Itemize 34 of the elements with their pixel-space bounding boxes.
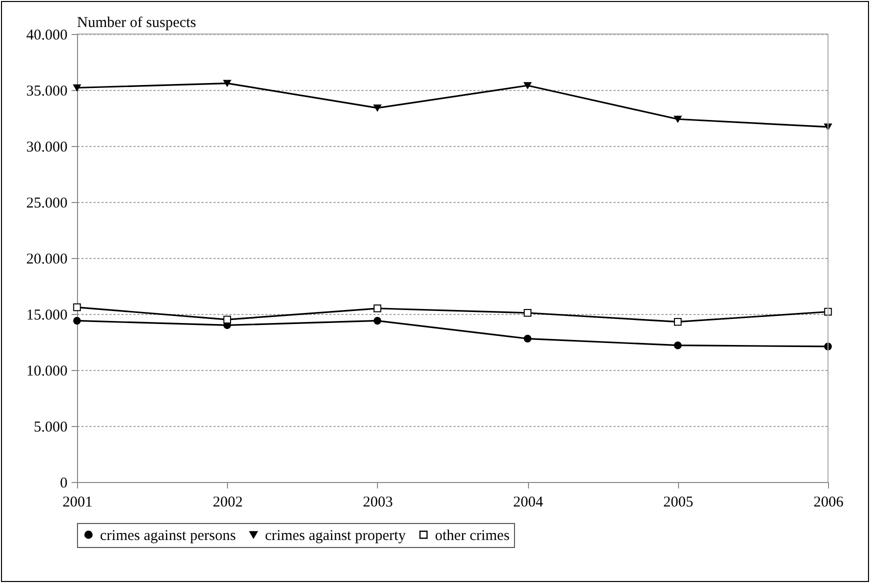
point <box>223 80 232 87</box>
point <box>73 316 81 325</box>
y-tick-label: 40.000 <box>26 28 68 44</box>
point <box>824 308 832 316</box>
point <box>374 104 382 112</box>
y-tick-label: 15.000 <box>26 308 68 324</box>
y-axis-title: Number of suspects <box>77 15 196 31</box>
y-tick-label: 0 <box>60 476 68 492</box>
x-tick-label: 2003 <box>362 494 393 510</box>
point <box>674 342 682 350</box>
point <box>674 116 682 123</box>
point <box>524 82 532 89</box>
point <box>524 334 532 342</box>
y-tick-label: 25.000 <box>26 196 68 212</box>
x-tick-label: 2004 <box>513 494 544 510</box>
point <box>374 304 382 312</box>
x-tick-label: 2001 <box>62 494 92 510</box>
point <box>73 303 81 312</box>
point <box>223 316 232 324</box>
x-tick-label: 2005 <box>663 494 694 510</box>
y-tick-label: 30.000 <box>26 140 68 156</box>
legend-label: other crimes <box>435 528 510 544</box>
point <box>674 318 682 326</box>
x-tick-label: 2006 <box>814 494 844 510</box>
y-tick-label: 35.000 <box>26 84 68 100</box>
y-tick-label: 5.000 <box>34 420 68 436</box>
legend-label: crimes against persons <box>100 528 236 544</box>
point <box>524 309 532 317</box>
x-tick-label: 2002 <box>212 494 243 510</box>
point <box>73 84 81 92</box>
y-tick-label: 20.000 <box>26 252 68 268</box>
point <box>374 316 382 325</box>
legend-label: crimes against property <box>265 528 406 544</box>
y-tick-label: 10.000 <box>26 364 68 380</box>
